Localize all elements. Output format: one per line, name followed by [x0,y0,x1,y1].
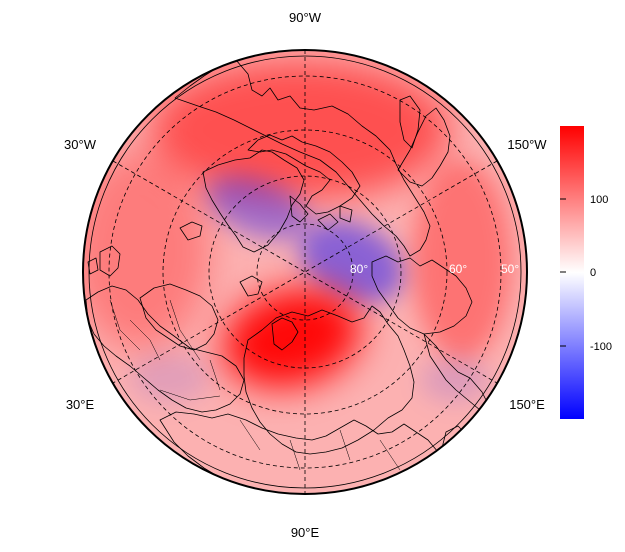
lat-label-80: 80° [350,262,368,276]
map-frame [82,49,528,495]
anomaly-central-asia [130,353,210,403]
greenland-coast [202,149,305,253]
anomaly-north-atlantic [83,150,210,350]
colorbar-label-minus100: -100 [590,341,612,353]
alaska-coast [397,107,451,187]
lon-label-90w: 90°W [289,10,322,25]
iceland-coast [179,221,203,241]
central-asia-coast [159,411,439,494]
lat-label-60: 60° [449,262,467,276]
lat-label-50: 50° [501,262,519,276]
siberia-coast [243,305,415,455]
anomaly-north-pacific-aleutian [150,60,450,200]
anomaly-east-pacific [412,160,512,360]
western-canada-coast [399,95,421,149]
lon-label-90e: 90°E [291,525,320,540]
anomaly-arctic-ocean-beaufort [299,220,405,304]
north-america-coast [174,59,431,257]
europe-coast [85,285,245,413]
meridian-30w-150e [112,160,498,384]
canadian-archipelago-coast [247,134,361,215]
lon-label-150e: 150°E [509,397,545,412]
lon-label-30e: 30°E [66,397,95,412]
country-borders [109,299,401,471]
lon-label-30w: 30°W [64,137,97,152]
novaya-zemlya-coast [271,317,299,351]
anomaly-barents-kara-western-siberia [223,288,361,388]
lon-label-150w: 150°W [507,137,547,152]
chukotka-coast [371,255,473,335]
lat-circle-80 [256,223,354,321]
lat-circle-50 [108,75,502,469]
scandinavia-coast [139,283,219,351]
anomaly-canadian-arctic-baffin [205,175,311,241]
canadian-islands-coast [289,195,353,231]
colorbar-label-0: 0 [590,267,596,279]
colorbar-label-100: 100 [590,194,608,206]
anomaly-field [83,50,527,494]
anomaly-alaska-bering [420,358,490,402]
graticule [108,50,502,494]
meridian-150w-30e [112,160,498,384]
map-inner-frame [88,55,522,489]
colorbar: 100 0 -100 [560,126,612,419]
